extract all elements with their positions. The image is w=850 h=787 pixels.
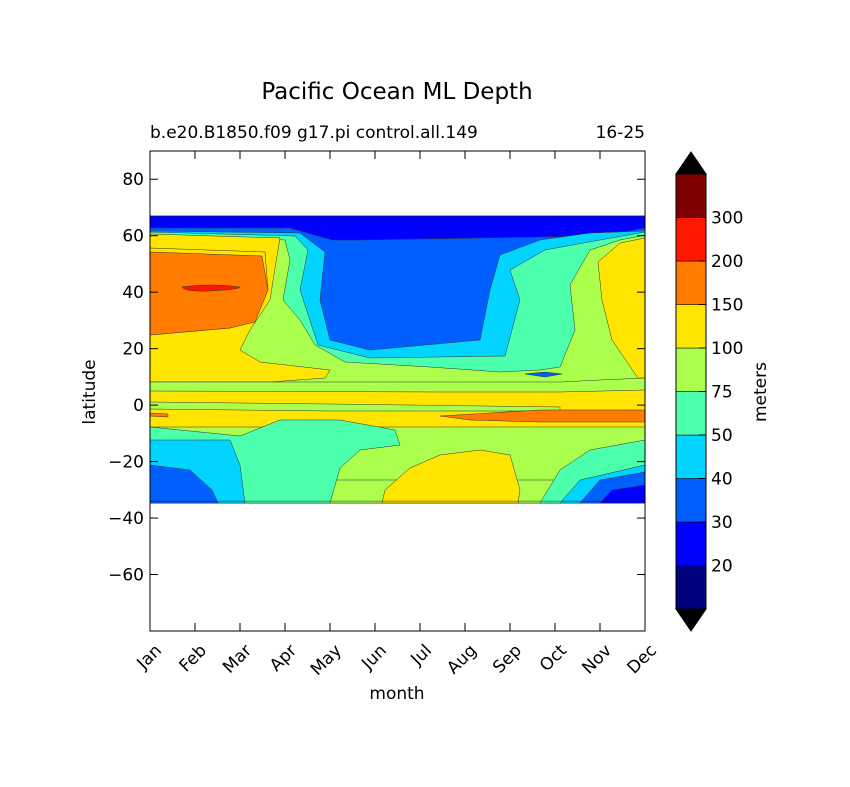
field-band-30m-patch-east — [524, 371, 563, 378]
x-tick-label: Jul — [407, 641, 436, 670]
chart-subtitle-right: 16-25 — [596, 123, 645, 143]
y-tick-label: 80 — [122, 170, 144, 190]
x-tick-label: Aug — [443, 641, 481, 679]
field-band-20m-southeast — [599, 484, 645, 504]
x-tick-label: Jun — [357, 641, 391, 675]
colorbar-swatch — [675, 260, 707, 305]
colorbar-tick-label: 75 — [711, 383, 733, 403]
colorbar-tick-label: 20 — [711, 557, 733, 577]
x-tick-label: Nov — [578, 641, 616, 679]
x-tick-label: Apr — [266, 641, 301, 676]
chart-title: Pacific Ocean ML Depth — [261, 79, 532, 105]
plot-frame — [149, 150, 646, 632]
y-tick-label: −20 — [108, 453, 144, 473]
plot-area — [150, 151, 645, 631]
colorbar-tick-label: 40 — [711, 470, 733, 490]
y-tick-label: 0 — [133, 396, 144, 416]
y-tick-label: 20 — [122, 340, 144, 360]
colorbar-swatch — [675, 521, 707, 566]
x-tick-label: Mar — [219, 641, 256, 678]
colorbar-tick-label: 100 — [711, 339, 743, 359]
field-band-150m-eq-west — [150, 412, 169, 418]
colorbar-swatch — [675, 391, 707, 436]
colorbar-swatch — [675, 347, 707, 392]
chart-subtitle-left: b.e20.B1850.f09 g17.pi control.all.149 — [150, 123, 478, 143]
x-tick-label: Sep — [489, 641, 526, 678]
x-tick-label: Oct — [536, 641, 571, 676]
field-band-150m-north-core — [150, 251, 269, 336]
y-axis: 80 60 40 20 0 −20 −40 −60 — [108, 170, 645, 586]
colorbar-tick-label: 300 — [711, 209, 743, 229]
colorbar-tick-label: 150 — [711, 296, 743, 316]
x-tick-label: Feb — [176, 641, 211, 676]
x-tick-label: Dec — [624, 641, 661, 678]
colorbar-swatch — [675, 304, 707, 349]
y-tick-label: −40 — [108, 509, 144, 529]
colorbar-swatch — [675, 478, 707, 523]
colorbar: 20 30 40 50 75 100 150 200 300 — [675, 151, 743, 632]
colorbar-swatch — [675, 434, 707, 479]
colorbar-swatch — [675, 173, 707, 218]
colorbar-extend-min — [675, 608, 707, 632]
field-band-100m-south — [381, 449, 521, 504]
field-band-30m-southwest — [150, 464, 219, 504]
field-band-150m-eq-east — [439, 409, 645, 423]
x-tick-label: May — [307, 641, 346, 680]
colorbar-extend-max — [675, 151, 707, 175]
y-tick-label: 40 — [122, 283, 144, 303]
colorbar-tick-label: 30 — [711, 513, 733, 533]
colorbar-swatch — [675, 565, 707, 610]
colorbar-label: meters — [751, 362, 771, 422]
colorbar-swatch — [675, 217, 707, 262]
x-tick-label: Jan — [133, 641, 166, 674]
colorbar-tick-label: 200 — [711, 252, 743, 272]
y-axis-label: latitude — [80, 359, 100, 424]
y-tick-label: 60 — [122, 227, 144, 247]
field-band-200m-patch — [181, 284, 241, 292]
x-axis-label: month — [369, 684, 424, 704]
colorbar-tick-label: 50 — [711, 426, 733, 446]
contour-field — [150, 215, 645, 504]
y-tick-label: −60 — [108, 566, 144, 586]
